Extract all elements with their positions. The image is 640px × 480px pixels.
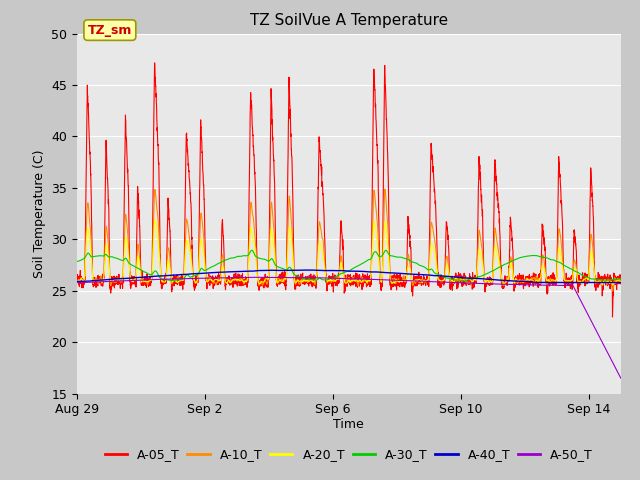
A-50_T: [268, 275, 276, 280]
A-40_T: [541, 280, 548, 286]
A-05_T: [73, 278, 81, 284]
A-20_T: [583, 275, 591, 281]
A-10_T: [617, 279, 625, 285]
A-30_T: [445, 276, 452, 281]
A-40_T: [396, 270, 404, 276]
A-20_T: [609, 282, 616, 288]
A-05_T: [617, 276, 625, 281]
A-30_T: [461, 278, 468, 284]
A-05_T: [583, 271, 591, 277]
A-05_T: [524, 274, 531, 279]
Line: A-40_T: A-40_T: [77, 270, 621, 283]
A-40_T: [524, 279, 531, 285]
A-20_T: [557, 257, 565, 263]
Line: A-05_T: A-05_T: [77, 63, 621, 317]
Line: A-50_T: A-50_T: [77, 277, 621, 378]
A-05_T: [557, 202, 565, 207]
A-10_T: [524, 278, 531, 284]
Line: A-10_T: A-10_T: [77, 189, 621, 291]
A-30_T: [248, 247, 256, 253]
A-50_T: [524, 282, 531, 288]
A-30_T: [617, 276, 625, 281]
A-40_T: [355, 268, 363, 274]
A-10_T: [355, 280, 363, 286]
A-20_T: [396, 278, 404, 284]
Text: TZ_sm: TZ_sm: [88, 24, 132, 36]
A-50_T: [445, 279, 452, 285]
A-20_T: [524, 276, 531, 282]
A-40_T: [617, 280, 625, 286]
A-50_T: [557, 283, 565, 288]
A-40_T: [300, 267, 308, 273]
A-10_T: [73, 277, 81, 283]
X-axis label: Time: Time: [333, 418, 364, 431]
A-40_T: [557, 280, 565, 286]
A-20_T: [445, 270, 452, 276]
A-30_T: [557, 261, 565, 266]
Y-axis label: Soil Temperature (C): Soil Temperature (C): [33, 149, 45, 278]
A-50_T: [617, 375, 625, 381]
A-10_T: [445, 269, 452, 275]
A-50_T: [73, 280, 81, 286]
A-10_T: [583, 279, 591, 285]
A-05_T: [445, 251, 452, 257]
A-05_T: [609, 314, 616, 320]
A-50_T: [355, 276, 363, 282]
A-05_T: [151, 60, 159, 66]
A-10_T: [609, 288, 616, 294]
A-05_T: [396, 284, 404, 290]
A-40_T: [445, 274, 452, 279]
A-40_T: [583, 280, 591, 286]
Legend: A-05_T, A-10_T, A-20_T, A-30_T, A-40_T, A-50_T: A-05_T, A-10_T, A-20_T, A-30_T, A-40_T, …: [100, 443, 598, 466]
A-30_T: [355, 263, 363, 268]
A-50_T: [583, 310, 591, 316]
A-05_T: [355, 277, 363, 283]
A-30_T: [396, 254, 404, 260]
Line: A-20_T: A-20_T: [77, 220, 621, 285]
Line: A-30_T: A-30_T: [77, 250, 621, 281]
A-30_T: [583, 274, 591, 280]
A-20_T: [355, 277, 363, 283]
A-30_T: [524, 253, 531, 259]
A-20_T: [151, 217, 159, 223]
A-20_T: [73, 280, 81, 286]
A-10_T: [396, 279, 404, 285]
A-10_T: [381, 186, 388, 192]
A-50_T: [396, 277, 404, 283]
A-30_T: [73, 258, 81, 264]
A-10_T: [557, 242, 565, 248]
Title: TZ SoilVue A Temperature: TZ SoilVue A Temperature: [250, 13, 448, 28]
A-40_T: [73, 278, 81, 284]
A-20_T: [617, 279, 625, 285]
